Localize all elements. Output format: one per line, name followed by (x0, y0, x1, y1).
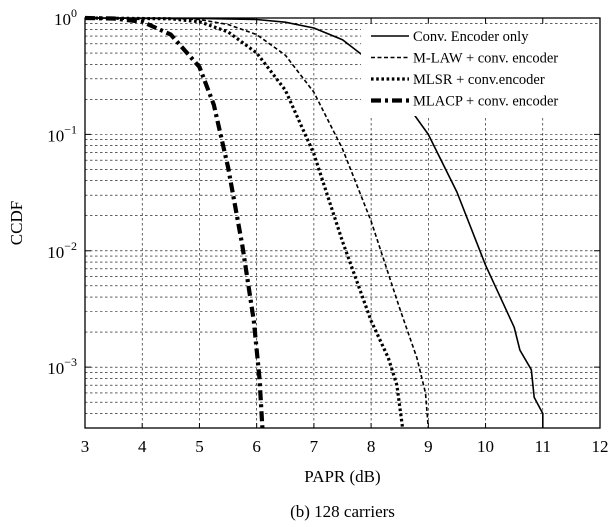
legend-item-label: MLACP + conv. encoder (413, 94, 558, 110)
x-tick-label: 3 (81, 437, 90, 456)
plot-frame (84, 17, 601, 429)
x-tick-label: 5 (195, 437, 204, 456)
series-line (84, 16, 405, 429)
y-tick-label: 10−3 (47, 355, 77, 378)
x-tick-label: 6 (252, 437, 261, 456)
legend-item-label: M-LAW + conv. encoder (413, 51, 558, 67)
y-axis-label: CCDF (7, 201, 26, 245)
x-axis-label: PAPR (dB) (304, 467, 380, 486)
series-line (84, 15, 265, 429)
figure-caption: (b) 128 carriers (290, 502, 395, 521)
y-tick-label: 10−2 (47, 239, 77, 262)
x-tick-label: 11 (535, 437, 551, 456)
x-tick-label: 7 (310, 437, 319, 456)
legend-item-label: Conv. Encoder only (413, 29, 529, 45)
axis-ticks: 3 4 5 6 7 8 9 10 11 12 100 10−1 10−2 10−3 (47, 6, 608, 456)
x-tick-label: 12 (592, 437, 609, 456)
legend-item-label: MLSR + conv.encoder (413, 72, 545, 88)
grid (85, 18, 600, 429)
y-tick-label: 100 (54, 6, 77, 29)
legend: Conv. Encoder only M-LAW + conv. encoder M… (361, 24, 598, 116)
series-line (84, 17, 544, 428)
y-tick-label: 10−1 (47, 122, 77, 145)
x-tick-label: 10 (477, 437, 494, 456)
x-tick-label: 9 (424, 437, 433, 456)
x-tick-label: 4 (138, 437, 147, 456)
x-tick-label: 8 (367, 437, 376, 456)
